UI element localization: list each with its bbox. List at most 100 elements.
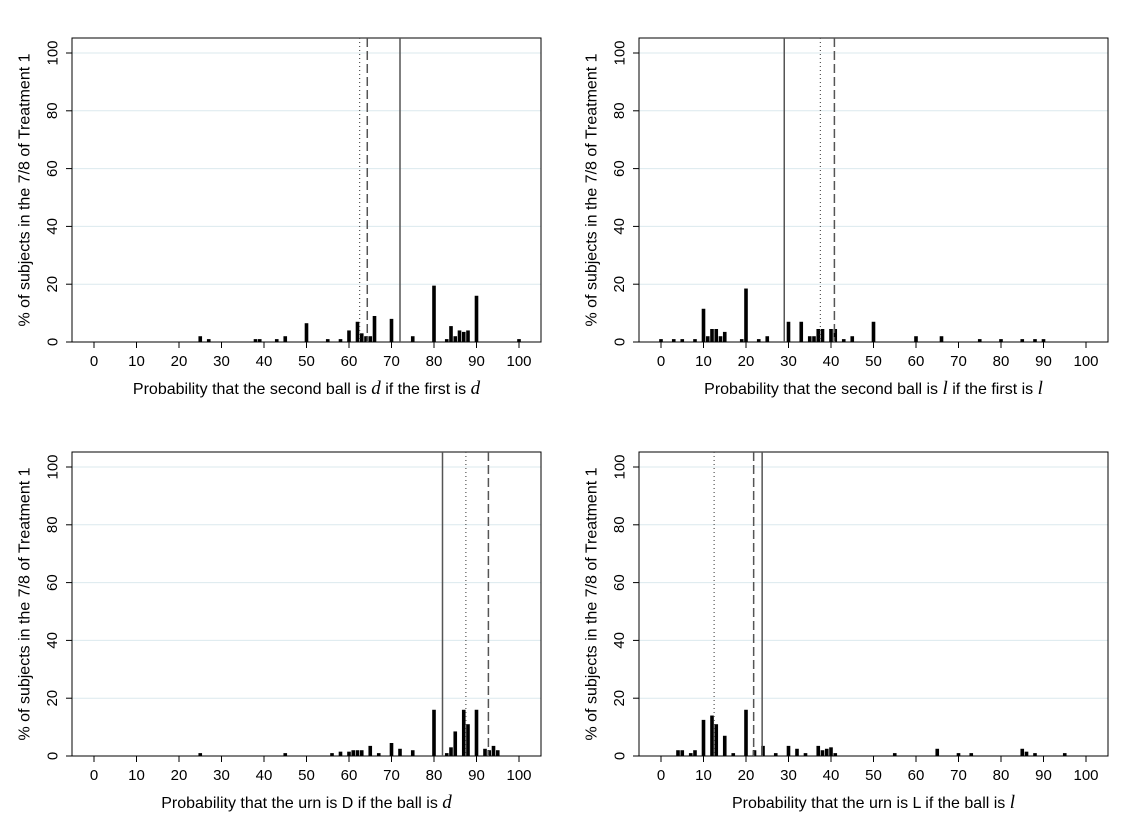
bar: [444, 339, 449, 342]
x-tick-label: 100: [1073, 767, 1098, 784]
x-axis-title: Probability that the urn is L if the bal…: [732, 792, 1015, 813]
bar: [671, 339, 676, 342]
x-tick-label: 70: [383, 767, 400, 784]
bar: [359, 333, 364, 342]
bar: [257, 339, 262, 342]
bar: [795, 748, 799, 756]
bar: [710, 328, 714, 342]
bar: [744, 709, 748, 756]
y-tick-label: 60: [611, 160, 628, 177]
x-axis-title-text: Probability that the urn is L if the bal…: [732, 795, 1010, 812]
chart-panel-bottom-right: 0 10 20 30 40 50 60 70 80 90 100 0 20 40 60 80 100 % of s…: [584, 451, 1109, 813]
bar: [752, 750, 757, 756]
bar: [453, 336, 458, 342]
x-tick-label: 80: [426, 767, 443, 784]
bar: [1020, 339, 1025, 342]
x-axis-title-math: d: [371, 378, 381, 399]
plot-frame: [638, 37, 1109, 343]
bar: [820, 328, 825, 342]
bar: [466, 330, 470, 342]
bar: [389, 318, 394, 342]
bar: [330, 753, 334, 756]
bar: [829, 747, 833, 756]
bar: [347, 330, 351, 342]
x-axis-title-math: l: [1038, 378, 1043, 399]
chart-panel-top-right: 0 10 20 30 40 50 60 70 80 90 100 0 20 40 60 80 100 % of s…: [584, 37, 1109, 399]
x-tick-label: 70: [950, 353, 967, 370]
bar: [693, 750, 697, 756]
x-tick-label: 20: [171, 353, 188, 370]
bar: [495, 750, 500, 756]
bar: [274, 339, 279, 342]
y-tick-label: 0: [611, 338, 628, 346]
y-axis-title: % of subjects in the 7/8 of Treatment 1: [584, 467, 601, 740]
bar: [487, 750, 492, 756]
bar: [969, 753, 974, 756]
x-tick-label: 90: [1035, 767, 1052, 784]
chart-panel-top-left: 0 10 20 30 40 50 60 70 80 90 100 0 20 40 60 80 100 % of s…: [17, 37, 542, 399]
bar: [1033, 339, 1037, 342]
bar: [517, 339, 521, 342]
bar: [355, 321, 360, 342]
y-tick-label: 100: [44, 40, 61, 65]
x-tick-label: 50: [298, 767, 315, 784]
bar: [680, 750, 685, 756]
x-tick-label: 20: [171, 767, 188, 784]
bar: [999, 339, 1003, 342]
bar: [474, 295, 479, 342]
y-tick-label: 40: [44, 218, 61, 235]
bar: [731, 753, 736, 756]
bar: [824, 748, 829, 756]
bar: [744, 288, 748, 342]
x-tick-label: 80: [426, 353, 443, 370]
bar: [206, 339, 211, 342]
x-tick-label: 60: [908, 767, 925, 784]
x-axis-title-text: Probability that the second ball is: [704, 381, 942, 398]
x-axis-title: Probability that the second ball is l if…: [704, 378, 1043, 399]
bar: [198, 336, 203, 342]
bar: [372, 315, 377, 342]
x-axis-title-math: l: [943, 378, 948, 399]
bar: [786, 745, 791, 756]
y-tick-label: 80: [611, 516, 628, 533]
bar: [701, 719, 706, 756]
bar: [410, 336, 415, 342]
x-tick-label: 50: [298, 353, 315, 370]
bar: [410, 750, 415, 756]
x-tick-label: 90: [1035, 353, 1052, 370]
x-tick-label: 100: [506, 353, 531, 370]
bar: [376, 753, 381, 756]
x-tick-label: 30: [213, 767, 230, 784]
bar: [812, 336, 816, 342]
y-tick-label: 0: [44, 338, 61, 346]
bar: [773, 753, 778, 756]
y-axis-title: % of subjects in the 7/8 of Treatment 1: [584, 53, 601, 326]
x-tick-label: 100: [1073, 353, 1098, 370]
x-tick-label: 0: [657, 767, 665, 784]
plot-frame: [71, 451, 542, 757]
bar: [283, 753, 288, 756]
x-axis-title: Probability that the urn is D if the bal…: [161, 792, 452, 813]
bar: [474, 709, 479, 756]
bar: [803, 753, 808, 756]
y-tick-label: 40: [611, 218, 628, 235]
bar: [351, 750, 356, 756]
bar: [935, 748, 940, 756]
x-axis-title-math: d: [442, 792, 452, 813]
y-tick-label: 20: [611, 690, 628, 707]
y-tick-label: 80: [611, 102, 628, 119]
bar: [892, 753, 897, 756]
x-axis-title-text: if the first is: [381, 381, 471, 398]
y-tick-label: 100: [611, 454, 628, 479]
y-tick-label: 60: [611, 574, 628, 591]
y-tick-label: 100: [611, 40, 628, 65]
plot-frame: [638, 451, 1109, 757]
y-tick-label: 20: [611, 276, 628, 293]
x-tick-label: 20: [738, 767, 755, 784]
bar: [956, 753, 961, 756]
bar: [198, 753, 203, 756]
y-tick-label: 60: [44, 160, 61, 177]
bar: [491, 745, 496, 756]
bar: [461, 331, 466, 342]
bar: [432, 285, 436, 342]
